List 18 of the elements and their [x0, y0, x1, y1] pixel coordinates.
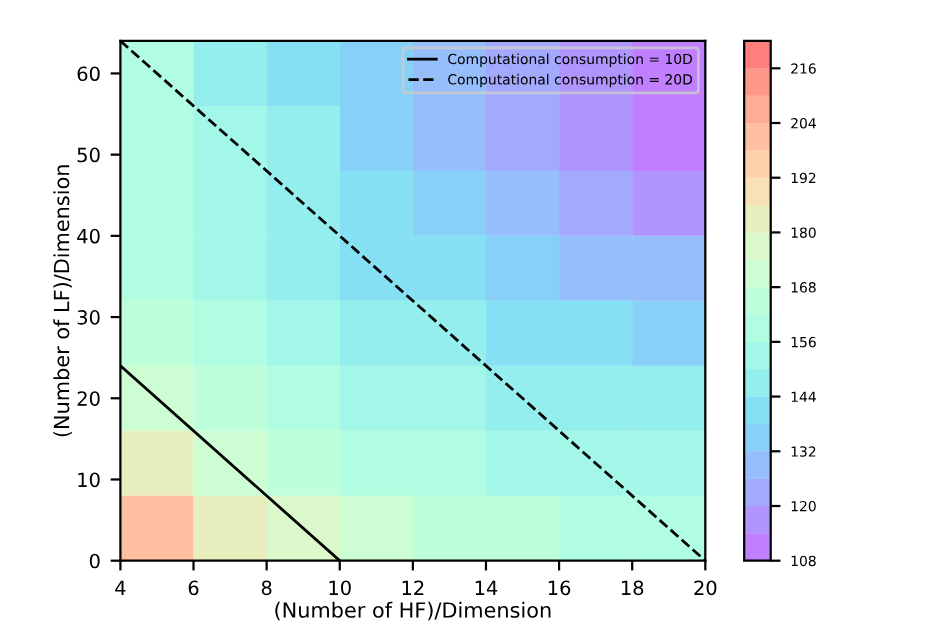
x-axis-title: (Number of HF)/Dimension [275, 601, 551, 621]
y-tick-label: 40 [77, 228, 100, 244]
x-tick-label: 20 [694, 580, 717, 596]
y-tick-label: 10 [78, 472, 100, 488]
x-tick-label: 16 [548, 580, 571, 596]
x-tick-label: 10 [329, 580, 351, 596]
x-tick-label: 6 [188, 580, 199, 596]
x-tick-label: 12 [402, 580, 424, 595]
x-tick-label: 4 [115, 580, 126, 595]
y-tick-label: 60 [77, 66, 100, 82]
y-tick-label: 20 [77, 391, 100, 406]
y-tick-label: 0 [89, 553, 100, 569]
x-tick-label: 8 [261, 580, 272, 596]
y-axis-title: (Number of LF)/Dimension [53, 165, 72, 437]
y-tick-label: 50 [77, 147, 100, 163]
y-tick-label: 30 [77, 310, 100, 325]
x-tick-label: 14 [475, 580, 498, 595]
x-tick-label: 18 [621, 580, 644, 596]
